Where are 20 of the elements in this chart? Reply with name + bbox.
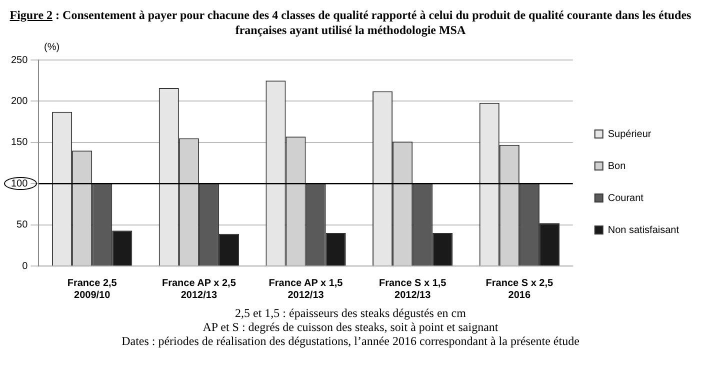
legend-label: Supérieur (608, 128, 652, 140)
legend-label: Bon (608, 160, 626, 172)
y-tick-label: 250 (10, 54, 28, 66)
legend-label: Non satisfaisant (608, 224, 680, 236)
y-tick-label: 150 (10, 137, 28, 148)
x-tick-label: France AP x 1,5 2012/13 (268, 278, 344, 301)
y-axis-title: (%) (44, 42, 60, 53)
text: AP et S : degrés de cuisson des steaks, soit à point et saignant (202, 320, 500, 334)
y-tick-label: 50 (16, 220, 28, 231)
y-tick-label: 100 (10, 178, 28, 190)
y-tick-label: 0 (22, 260, 28, 272)
y-tick-label: 200 (10, 96, 28, 107)
x-tick-label: France S x 2,5 2016 (486, 278, 554, 301)
text: 2,5 et 1,5 : épaisseurs des steaks dégustés en cm (234, 306, 467, 320)
chart-title: Figure 2 : Consentement à payer pour chacune des 4 classes de qualité rapporté à celui du produit de qualité courante dans les études françaises ayant utilisé la méthodologie MSA (8, 8, 692, 38)
x-tick-label: France AP x 2,5 2012/13 (162, 278, 236, 301)
x-tick-label: France 2,5 2009/10 (67, 278, 118, 301)
x-tick-label: France S x 1,5 2012/13 (378, 278, 447, 301)
text: Dates : périodes de réalisation des dégustations, l’année 2016 correspondant à la présente étude (120, 334, 580, 348)
legend-label: Courant (608, 192, 644, 204)
